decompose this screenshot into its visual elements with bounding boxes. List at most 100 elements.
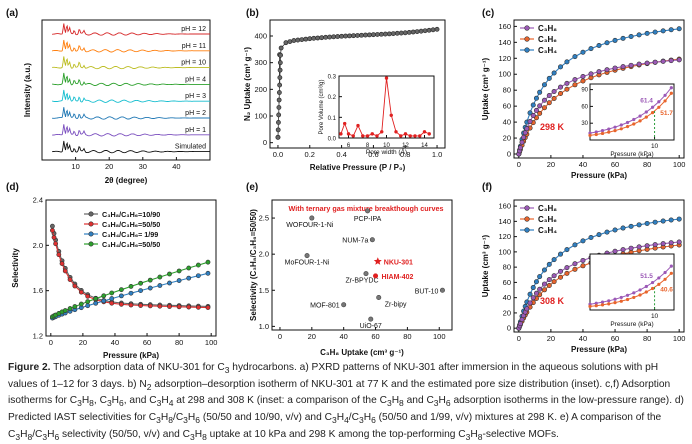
isotherm-point — [612, 65, 618, 71]
isotherm-point — [524, 306, 530, 312]
scatter-point-label: MOF-801 — [310, 303, 340, 310]
n2-isotherm-point — [390, 31, 396, 36]
inset-y-tick-label: 30 — [581, 121, 588, 127]
inset-xlabel: Pressure (kPa) — [610, 321, 653, 328]
selectivity-point — [176, 268, 182, 274]
x-tick-label: 30 — [139, 162, 147, 171]
isotherm-point — [580, 263, 586, 269]
y-tick-label: 0 — [507, 324, 511, 333]
n2-isotherm-point — [386, 31, 392, 37]
inset-point — [594, 304, 598, 308]
n2-isotherm-point — [394, 30, 400, 36]
scatter-point — [439, 287, 445, 293]
x-tick-label: 0 — [49, 338, 53, 347]
n2-isotherm-point — [367, 32, 372, 38]
x-tick-label: 80 — [643, 334, 651, 343]
y-tick-label: 0.1 — [328, 116, 337, 122]
isotherm-point — [524, 126, 530, 132]
inset-value-a: 51.5 — [640, 273, 653, 280]
isotherm-point — [530, 113, 536, 119]
inset-point — [638, 119, 642, 123]
inset-point — [669, 86, 673, 90]
panel-b-axes: 0.0 0.2 0.4 0.6 0.8 1.0 0 100 200 300 400 Pore widt… — [254, 19, 446, 159]
isotherm-point — [546, 75, 552, 81]
isotherm-point — [676, 57, 682, 63]
inset-point — [619, 295, 623, 300]
n2-isotherm-point — [276, 112, 282, 118]
y-tick-label: 100 — [498, 247, 511, 256]
isotherm-point — [541, 287, 547, 293]
selectivity-point — [51, 234, 57, 240]
y-tick-label: 140 — [498, 38, 511, 47]
selectivity-point — [109, 290, 115, 296]
isotherm-point — [541, 82, 547, 88]
y-tick-label: 0.2 — [328, 95, 337, 101]
isotherm-point — [636, 244, 642, 250]
inset-point — [625, 297, 630, 302]
inset-point — [588, 133, 592, 138]
pxrd-pattern — [52, 56, 210, 70]
n2-isotherm-point — [277, 60, 283, 66]
selectivity-point — [205, 305, 211, 310]
isotherm-point — [668, 240, 674, 246]
isotherm-point — [644, 243, 650, 249]
isotherm-point — [644, 220, 650, 226]
inset-value-b: 40.6 — [660, 286, 673, 293]
selectivity-point — [128, 302, 134, 308]
panel-f-frame — [513, 199, 685, 333]
isotherm-point — [620, 247, 626, 253]
selectivity-point — [72, 304, 78, 309]
y-axis-title: Uptake (cm³ g⁻¹) — [481, 234, 490, 297]
pore-distribution-point — [394, 130, 398, 134]
n2-isotherm-point — [275, 134, 281, 140]
panel-d-frame — [45, 199, 217, 337]
isotherm-point — [572, 266, 578, 272]
scatter-point — [304, 253, 310, 259]
caption-text: The adsorption data of NKU-301 for C3 hy… — [8, 362, 684, 442]
y-tick-label: 60 — [503, 278, 511, 287]
isotherm-point — [636, 222, 642, 228]
scatter-point-label: Zr-BPYDC — [345, 278, 378, 285]
y-tick-label: 120 — [498, 232, 511, 241]
y-tick-label: 100 — [254, 112, 267, 121]
n2-isotherm-point — [303, 36, 309, 42]
isotherm-point — [652, 219, 658, 225]
n2-isotherm-point — [278, 45, 284, 51]
panel-d-axes: 0 20 40 60 80 1001.21.62.02.4C₃H₈/C₃H₆=10/90C… — [33, 196, 218, 348]
pxrd-pattern — [52, 89, 210, 103]
scatter-point-label: NKU-301 — [384, 259, 413, 266]
inset-y-tick-label: 60 — [581, 104, 588, 110]
legend-marker — [524, 36, 530, 42]
x-tick-label: 20 — [79, 338, 87, 347]
x-tick-label: 14 — [421, 143, 428, 149]
pore-distribution-point — [351, 134, 355, 138]
legend-label: C₃H₆ — [538, 215, 557, 224]
selectivity-point — [93, 300, 99, 306]
isotherm-point — [546, 261, 552, 267]
n2-isotherm-point — [410, 29, 416, 35]
x-tick-label: 0.6 — [368, 150, 378, 159]
pxrd-legend-label: Simulated — [175, 144, 206, 151]
scatter-point-label: MoFOUR-1-Ni — [285, 260, 330, 267]
inset-point — [644, 115, 648, 119]
inset-point — [638, 114, 642, 118]
isotherm-point — [558, 64, 564, 70]
pore-distribution-point — [413, 134, 417, 138]
x-tick-label: 40 — [340, 332, 348, 341]
x-tick-label: 8 — [366, 143, 370, 149]
selectivity-point — [78, 289, 84, 295]
pore-distribution-point — [389, 113, 393, 117]
isotherm-point — [537, 286, 543, 292]
selectivity-point — [147, 277, 153, 283]
isotherm-point — [533, 95, 539, 101]
inset-x-tick-label: 10 — [651, 313, 659, 320]
pxrd-legend-label: pH = 2 — [185, 110, 206, 117]
n2-isotherm-point — [323, 34, 329, 40]
n2-isotherm-point — [434, 26, 440, 32]
scatter-point — [309, 215, 315, 221]
legend-marker — [524, 25, 530, 31]
isotherm-point — [541, 281, 547, 287]
isotherm-point — [530, 285, 536, 291]
n2-isotherm-point — [363, 32, 368, 38]
pore-distribution-point — [408, 134, 412, 138]
